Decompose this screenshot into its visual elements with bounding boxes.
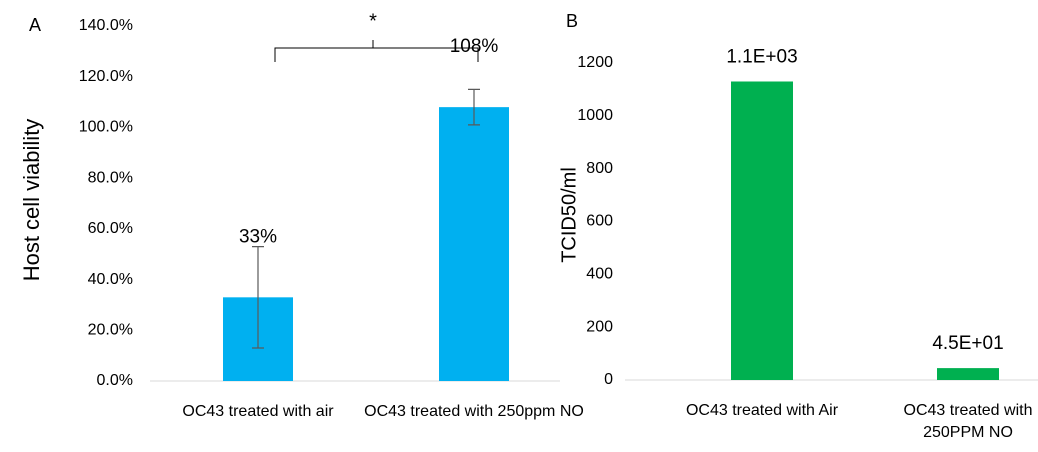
y-tick-label: 120.0% — [79, 68, 133, 85]
y-tick-label: 600 — [586, 213, 613, 230]
y-tick-label: 400 — [586, 266, 613, 283]
y-tick-label: 20.0% — [88, 322, 133, 339]
value-label: 33% — [239, 226, 277, 247]
y-tick-label: 40.0% — [88, 271, 133, 288]
error-bar — [468, 88, 480, 126]
y-axis-label: Host cell viability — [19, 119, 44, 282]
value-label: 4.5E+01 — [932, 333, 1003, 354]
y-tick-label: 200 — [586, 318, 613, 335]
x-tick-label: OC43 treated with 250PPM NO — [903, 402, 1033, 441]
x-tick-label: OC43 treated with air — [182, 403, 334, 420]
y-tick-label: 1000 — [577, 107, 613, 124]
y-tick-label: 60.0% — [88, 220, 133, 237]
y-tick-label: 0 — [604, 371, 613, 388]
value-label: 1.1E+03 — [726, 47, 797, 68]
annotation: * — [369, 10, 377, 32]
significance-bracket — [274, 40, 479, 62]
y-axis-label: TCID50/ml — [558, 167, 580, 263]
y-tick-label: 80.0% — [88, 169, 133, 186]
x-tick-label: OC43 treated with 250ppm NO — [364, 403, 584, 420]
x-tick-label: OC43 treated with Air — [685, 402, 839, 419]
bar — [937, 368, 999, 380]
bar — [439, 107, 509, 382]
value-label: 108% — [450, 36, 499, 57]
y-tick-label: 100.0% — [79, 119, 133, 136]
panel-label: B — [566, 11, 578, 31]
error-bar — [252, 246, 264, 349]
y-tick-label: 800 — [586, 160, 613, 177]
panel-label: A — [29, 15, 41, 35]
y-tick-label: 1200 — [577, 54, 613, 71]
y-tick-label: 140.0% — [79, 17, 133, 34]
y-tick-label: 0.0% — [97, 372, 133, 389]
bar — [731, 81, 793, 380]
